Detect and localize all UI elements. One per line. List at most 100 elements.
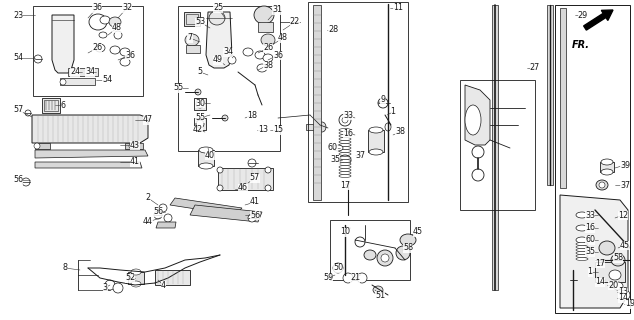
Ellipse shape xyxy=(185,34,199,46)
Text: 31: 31 xyxy=(272,5,282,14)
Text: 33: 33 xyxy=(585,211,595,220)
Ellipse shape xyxy=(339,169,351,172)
Text: 36: 36 xyxy=(125,51,135,60)
Text: 36: 36 xyxy=(273,51,283,60)
Text: 44: 44 xyxy=(143,218,153,227)
Text: 22: 22 xyxy=(290,18,300,27)
Text: 37: 37 xyxy=(620,180,630,189)
Ellipse shape xyxy=(217,167,223,173)
Text: 4: 4 xyxy=(160,281,165,290)
Bar xyxy=(460,80,535,210)
Ellipse shape xyxy=(339,134,351,138)
Ellipse shape xyxy=(318,122,326,132)
Ellipse shape xyxy=(601,169,613,175)
Ellipse shape xyxy=(596,180,608,190)
Ellipse shape xyxy=(339,165,351,169)
Ellipse shape xyxy=(369,127,383,133)
Ellipse shape xyxy=(576,254,588,258)
Text: 32: 32 xyxy=(122,4,132,12)
Ellipse shape xyxy=(601,159,613,165)
Ellipse shape xyxy=(339,140,351,143)
Ellipse shape xyxy=(110,46,120,54)
Bar xyxy=(218,168,273,190)
Ellipse shape xyxy=(609,270,621,280)
Text: 34: 34 xyxy=(223,47,233,57)
Text: 57: 57 xyxy=(250,173,260,182)
Text: 52: 52 xyxy=(125,274,135,283)
Ellipse shape xyxy=(263,54,273,62)
Text: 40: 40 xyxy=(205,150,215,159)
Ellipse shape xyxy=(159,204,167,212)
Ellipse shape xyxy=(120,58,130,66)
Ellipse shape xyxy=(339,153,351,156)
Bar xyxy=(555,5,630,313)
Bar xyxy=(330,220,410,280)
Ellipse shape xyxy=(364,250,376,260)
Text: 55: 55 xyxy=(195,114,205,123)
Text: 23: 23 xyxy=(13,11,23,20)
Text: 13: 13 xyxy=(258,125,268,134)
Ellipse shape xyxy=(576,243,588,245)
Ellipse shape xyxy=(164,214,172,222)
Bar xyxy=(547,5,553,185)
Text: 38: 38 xyxy=(395,127,405,137)
Text: 56: 56 xyxy=(153,207,163,217)
Text: 25: 25 xyxy=(213,4,223,12)
Bar xyxy=(313,5,321,200)
Ellipse shape xyxy=(199,147,213,153)
Text: 10: 10 xyxy=(340,228,350,236)
Ellipse shape xyxy=(342,157,348,163)
Ellipse shape xyxy=(34,55,42,63)
Bar xyxy=(194,98,206,110)
Bar xyxy=(125,143,143,149)
Ellipse shape xyxy=(265,167,271,173)
Text: 24: 24 xyxy=(70,68,80,76)
Text: 26: 26 xyxy=(92,44,102,52)
Ellipse shape xyxy=(339,149,351,153)
Bar xyxy=(35,143,50,149)
Ellipse shape xyxy=(576,245,588,249)
Ellipse shape xyxy=(22,178,30,186)
Polygon shape xyxy=(190,205,262,222)
Polygon shape xyxy=(32,115,148,143)
Bar xyxy=(308,2,408,202)
Text: 11: 11 xyxy=(393,4,403,12)
Ellipse shape xyxy=(228,56,236,64)
Text: 6: 6 xyxy=(60,100,65,109)
Text: 3: 3 xyxy=(103,284,108,292)
Text: 2: 2 xyxy=(145,194,150,203)
Text: 48: 48 xyxy=(278,34,288,43)
Polygon shape xyxy=(560,195,628,308)
Ellipse shape xyxy=(60,79,66,85)
Ellipse shape xyxy=(611,254,625,266)
Text: 51: 51 xyxy=(375,291,385,300)
Ellipse shape xyxy=(105,280,115,290)
Text: 9: 9 xyxy=(380,95,385,105)
Text: 1: 1 xyxy=(588,268,593,276)
Ellipse shape xyxy=(217,185,223,191)
Ellipse shape xyxy=(339,163,351,165)
Ellipse shape xyxy=(248,159,256,167)
Text: 15: 15 xyxy=(273,125,283,134)
Ellipse shape xyxy=(378,98,388,108)
Polygon shape xyxy=(35,150,148,158)
Text: 56: 56 xyxy=(250,211,260,220)
Text: 14: 14 xyxy=(618,293,628,302)
Polygon shape xyxy=(206,12,232,68)
Ellipse shape xyxy=(373,286,383,294)
Ellipse shape xyxy=(333,263,343,273)
Ellipse shape xyxy=(114,31,122,39)
Text: 54: 54 xyxy=(102,76,112,84)
Text: 14: 14 xyxy=(595,277,605,286)
Bar xyxy=(306,124,316,130)
Bar xyxy=(60,78,95,85)
Ellipse shape xyxy=(196,100,204,108)
Ellipse shape xyxy=(99,32,107,38)
Text: 16: 16 xyxy=(585,223,595,233)
Text: 60: 60 xyxy=(328,143,338,153)
Ellipse shape xyxy=(381,254,389,262)
Ellipse shape xyxy=(343,273,353,283)
Ellipse shape xyxy=(131,269,141,275)
Text: 38: 38 xyxy=(263,60,273,69)
Bar xyxy=(128,272,144,284)
